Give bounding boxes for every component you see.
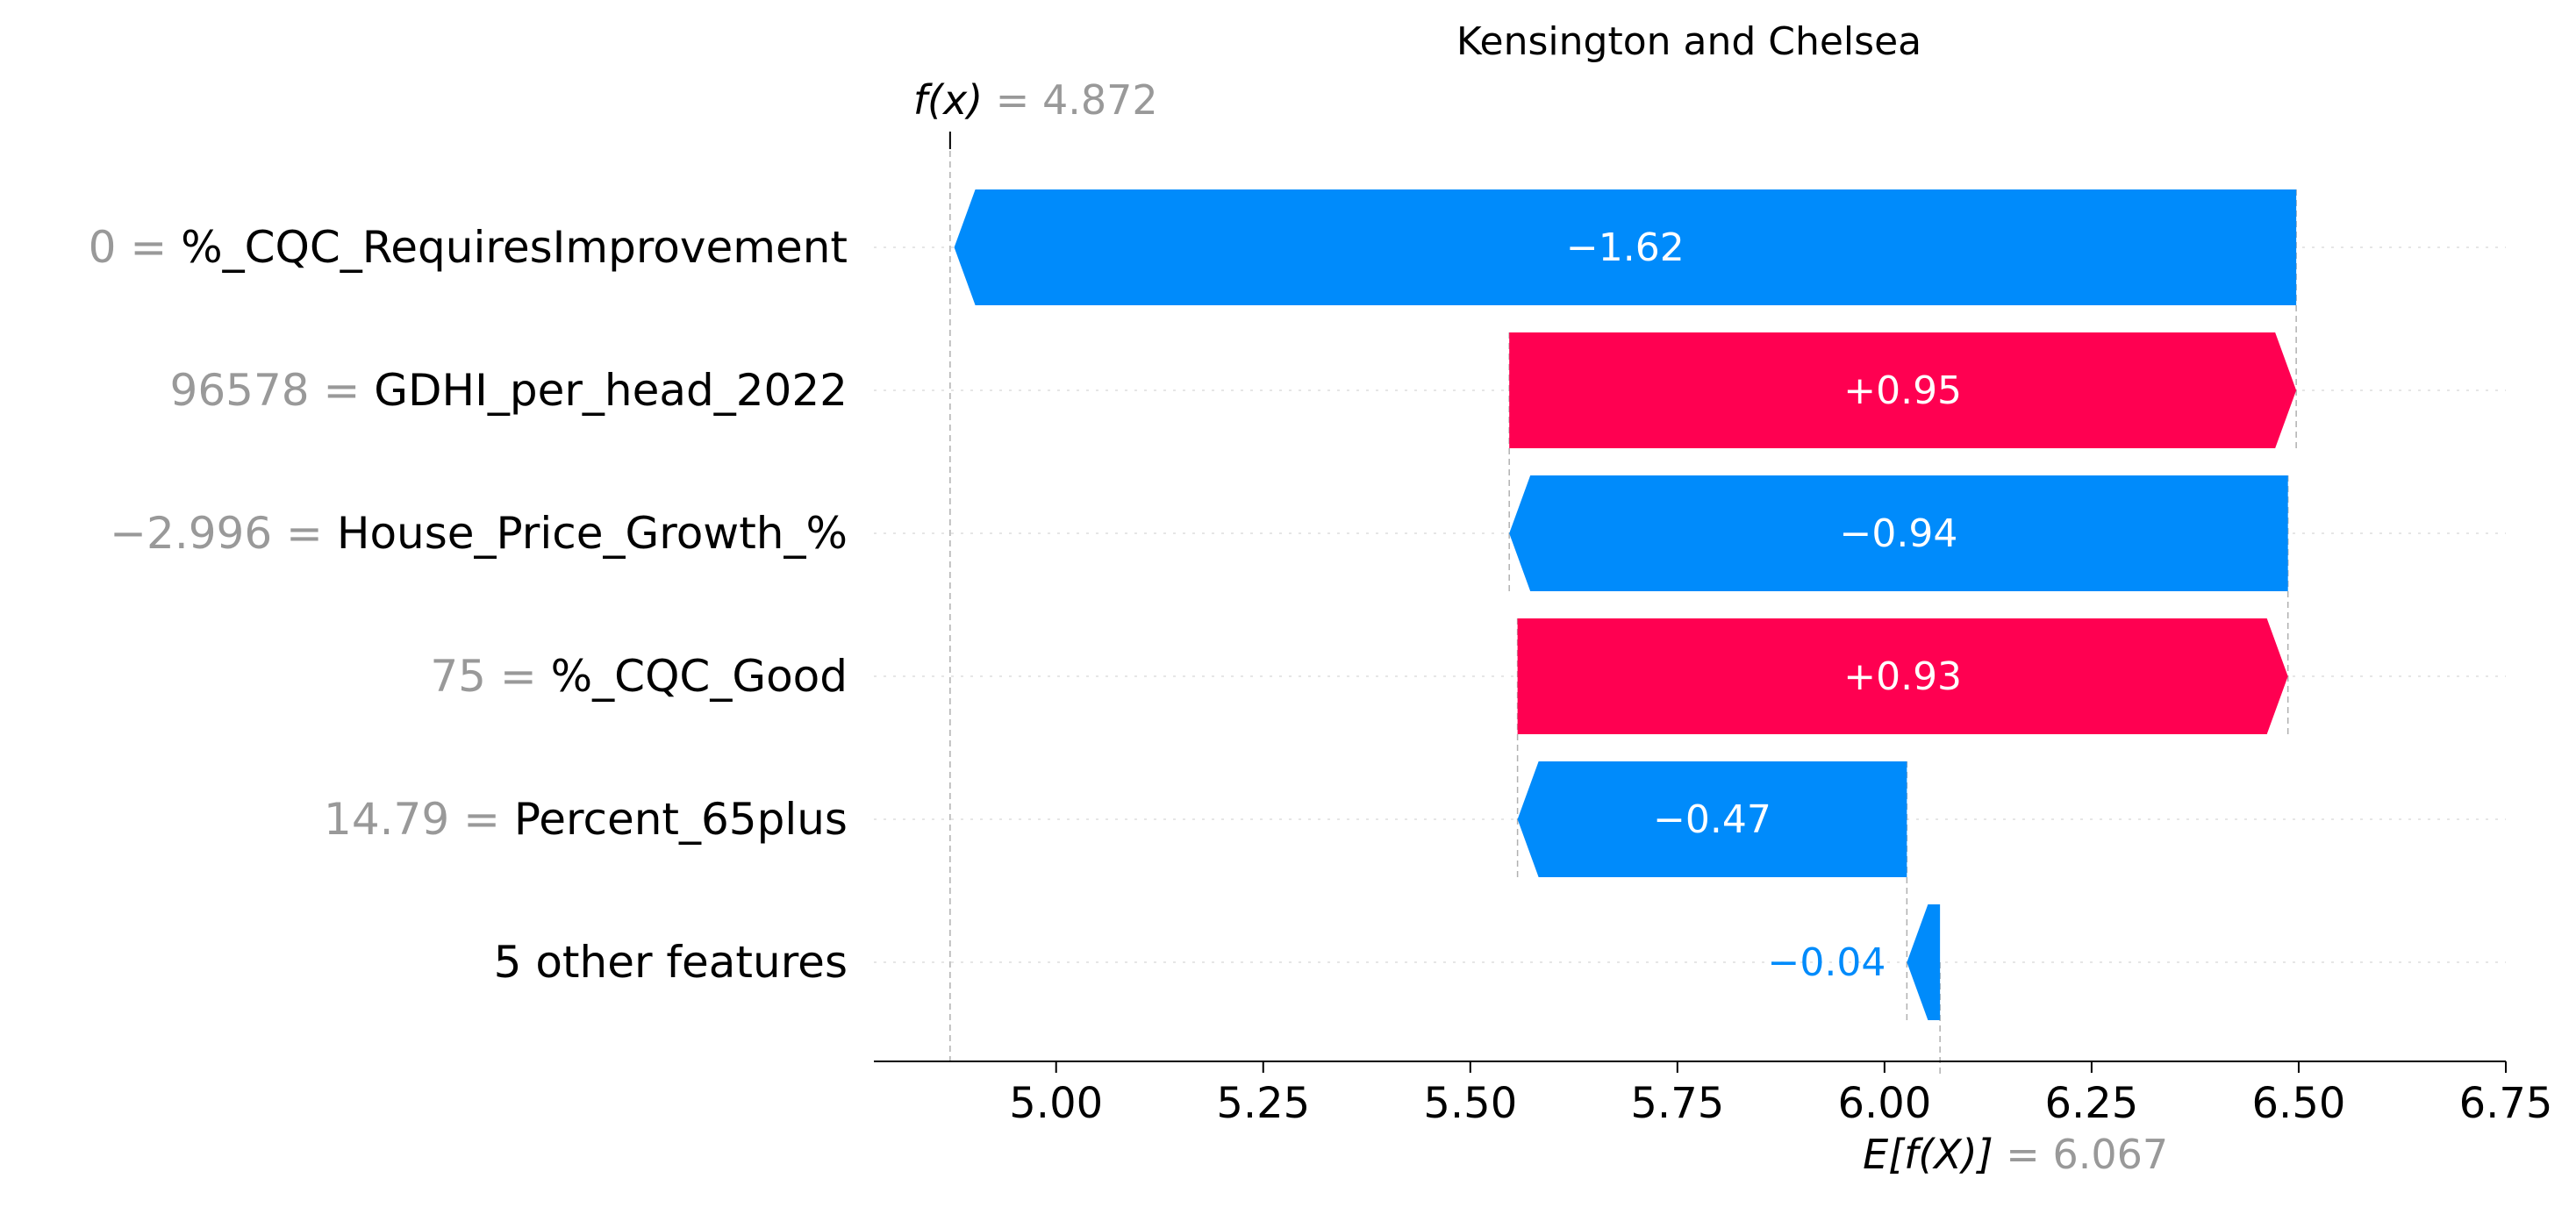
output-value-name: f(x): [913, 76, 983, 124]
x-tick-label: 6.00: [1837, 1079, 1931, 1128]
feature-value: 75: [430, 651, 486, 702]
feature-label: 14.79 = Percent_65plus: [324, 794, 848, 845]
value-markers: f(x) = 4.872 E[f(X)] = 6.067: [913, 76, 2168, 1178]
x-tick-label: 5.75: [1630, 1079, 1724, 1128]
feature-name: Percent_65plus: [514, 794, 848, 845]
x-tick-label: 6.50: [2252, 1079, 2346, 1128]
waterfall-bar: [1509, 332, 2297, 448]
base-value-label: E[f(X)] = 6.067: [1863, 1131, 2168, 1178]
x-tick-label: 5.50: [1423, 1079, 1517, 1128]
waterfall-bar: [1517, 618, 2288, 734]
feature-value: −2.996: [110, 508, 272, 559]
equals-sign: =: [1993, 1131, 2053, 1178]
feature-value: 0: [89, 222, 117, 273]
connector-layer: [1508, 189, 2297, 1020]
bar-value-label: −0.94: [1840, 511, 1958, 556]
waterfall-bar: [954, 189, 2297, 305]
x-axis: 5.00 5.25 5.50 5.75 6.00 6.25 6.50 6.75: [874, 1061, 2552, 1128]
output-value-label: f(x) = 4.872: [913, 76, 1158, 124]
feature-label: 75 = %_CQC_Good: [430, 651, 848, 702]
base-value-name: E[f(X)]: [1863, 1131, 1993, 1178]
chart-title: Kensington and Chelsea: [1456, 19, 1921, 64]
equals-sign: =: [983, 76, 1042, 124]
equals-sign: =: [310, 365, 375, 416]
x-tick-label: 5.00: [1009, 1079, 1103, 1128]
feature-name: %_CQC_RequiresImprovement: [181, 222, 848, 273]
x-tick-label: 6.25: [2044, 1079, 2138, 1128]
equals-sign: =: [116, 222, 181, 273]
waterfall-bar: [1509, 475, 2288, 591]
feature-name: House_Price_Growth_%: [337, 508, 848, 559]
feature-label: 96578 = GDHI_per_head_2022: [170, 365, 848, 416]
bar-layer: −1.62 +0.95 −0.94 +0.93 −0.47 −0.04: [954, 189, 2297, 1020]
feature-labels: 0 = %_CQC_RequiresImprovement 96578 = GDH…: [89, 222, 848, 988]
feature-name: %_CQC_Good: [551, 651, 848, 702]
feature-name: 5 other features: [494, 937, 848, 988]
bar-value-label: −0.47: [1653, 797, 1771, 842]
feature-value: 14.79: [324, 794, 449, 845]
base-value-number: 6.067: [2052, 1131, 2168, 1178]
equals-sign: =: [449, 794, 514, 845]
bar-value-label: −1.62: [1566, 225, 1685, 270]
feature-label: 5 other features: [494, 937, 848, 988]
x-tick-label: 5.25: [1216, 1079, 1310, 1128]
bar-value-label: +0.93: [1843, 654, 1962, 699]
feature-value: 96578: [170, 365, 310, 416]
equals-sign: =: [272, 508, 337, 559]
feature-label: −2.996 = House_Price_Growth_%: [110, 508, 848, 559]
x-tick-label: 6.75: [2459, 1079, 2553, 1128]
bar-value-label: +0.95: [1843, 368, 1962, 413]
feature-label: 0 = %_CQC_RequiresImprovement: [89, 222, 848, 273]
feature-name: GDHI_per_head_2022: [374, 365, 848, 416]
waterfall-bar: [1907, 904, 1941, 1020]
waterfall-bar: [1517, 761, 1907, 877]
output-value-number: 4.872: [1042, 76, 1158, 124]
equals-sign: =: [486, 651, 551, 702]
bar-value-label: −0.04: [1768, 940, 1886, 985]
